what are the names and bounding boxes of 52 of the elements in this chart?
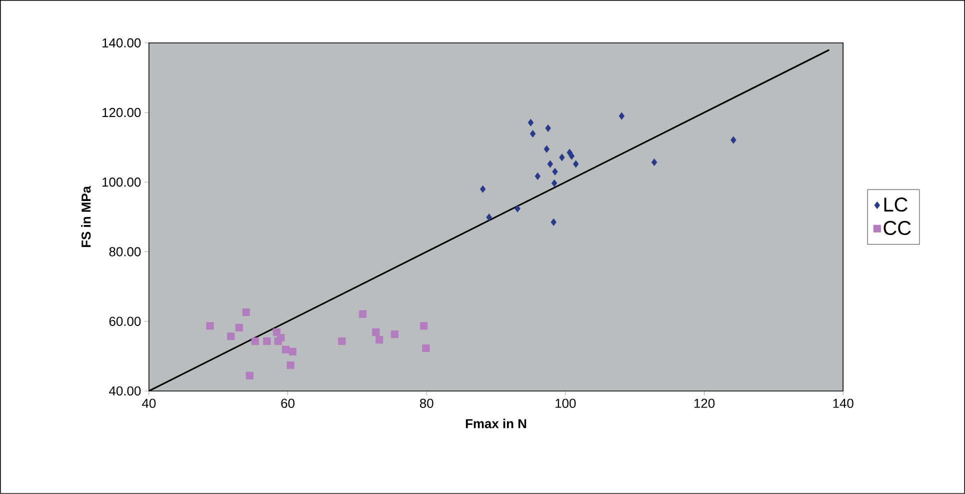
- point: [572, 160, 579, 168]
- point: [376, 336, 384, 344]
- point: [390, 330, 398, 338]
- point: [286, 361, 294, 370]
- x-tick-label: 80: [420, 398, 434, 408]
- point: [550, 218, 557, 226]
- point: [559, 154, 565, 162]
- y-tick-label: 80.00: [109, 247, 141, 256]
- x-tick-label: 60: [281, 398, 294, 408]
- y-axis-title: FS in MPa: [81, 186, 91, 248]
- point: [263, 337, 271, 346]
- point: [422, 344, 430, 352]
- point: [486, 214, 492, 222]
- x-tick-label: 140: [833, 398, 854, 408]
- point: [235, 324, 243, 332]
- point: [545, 124, 551, 132]
- point: [251, 337, 259, 346]
- point: [227, 332, 235, 340]
- y-tick-label: 40.00: [109, 386, 141, 396]
- point: [206, 322, 214, 330]
- y-tick-label: 140.00: [102, 38, 141, 48]
- point: [274, 337, 282, 346]
- x-tick-label: 100: [556, 398, 576, 408]
- x-axis-title: Fmax in N: [466, 418, 526, 428]
- point: [547, 160, 554, 168]
- x-tick-label: 40: [142, 398, 156, 408]
- point: [282, 346, 290, 354]
- y-tick-label: 100.00: [102, 178, 141, 187]
- point: [552, 168, 558, 176]
- legend-label: LC: [884, 198, 908, 212]
- point: [618, 112, 625, 120]
- point: [372, 328, 380, 336]
- point: [528, 118, 534, 126]
- point: [242, 308, 250, 316]
- point: [480, 185, 486, 193]
- y-tick-label: 120.00: [102, 108, 141, 118]
- point: [338, 337, 346, 346]
- point: [651, 158, 658, 166]
- y-tick-label: 60.00: [109, 316, 141, 326]
- point: [288, 348, 296, 356]
- point: [420, 322, 428, 330]
- point: [730, 136, 736, 144]
- point: [551, 179, 558, 188]
- point: [514, 204, 520, 212]
- legend-label: CC: [884, 220, 911, 236]
- point: [568, 152, 575, 160]
- x-tick-label: 120: [694, 398, 715, 408]
- point: [358, 310, 367, 318]
- point: [246, 372, 254, 380]
- point: [534, 172, 541, 180]
- point: [544, 145, 550, 153]
- point: [530, 130, 536, 138]
